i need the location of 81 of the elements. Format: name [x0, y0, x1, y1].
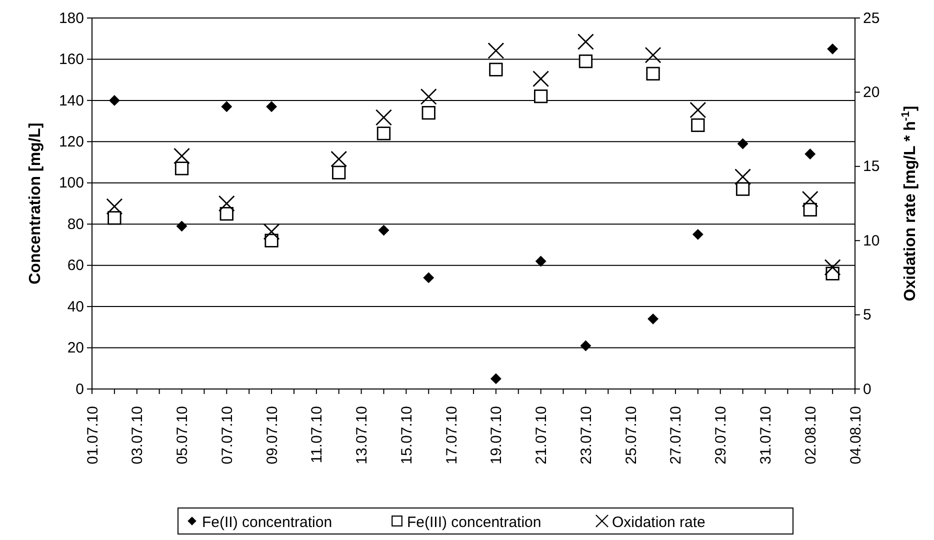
y-tick-label: 120 [58, 133, 84, 150]
x-tick-label: 04.08.10 [847, 406, 864, 464]
point [534, 90, 548, 104]
point [580, 340, 592, 352]
point [690, 102, 706, 118]
point [376, 109, 392, 126]
point [803, 202, 817, 217]
point [422, 106, 436, 120]
point [737, 138, 748, 150]
y-tick-label: 80 [67, 216, 84, 233]
point [330, 150, 348, 168]
point [577, 34, 594, 50]
point [264, 234, 278, 248]
x-tick-label: 23.07.10 [578, 406, 595, 464]
x-tick-label: 03.07.10 [129, 406, 146, 464]
point [535, 256, 546, 267]
x-tick-label: 17.07.10 [443, 406, 460, 464]
y-axis-title: Concentration [mg/L] [27, 122, 44, 284]
y-tick-label: 40 [67, 298, 84, 316]
y2-tick-label: 25 [863, 10, 880, 27]
x-tick-label: 27.07.10 [668, 406, 685, 464]
y-tick-label: 160 [58, 51, 84, 68]
x-tick-label: 21.07.10 [533, 406, 550, 464]
x-tick-label: 01.07.10 [84, 406, 102, 464]
point [106, 198, 123, 215]
point [490, 373, 502, 384]
point [220, 206, 234, 221]
point [108, 211, 122, 225]
y-tick-label: 180 [58, 10, 84, 27]
point [691, 118, 705, 132]
x-tick-label: 05.07.10 [174, 406, 192, 464]
y2-tick-label: 10 [863, 232, 880, 250]
point [332, 166, 346, 180]
point [692, 228, 704, 240]
point [221, 101, 232, 112]
x-tick-label: 13.07.10 [354, 406, 371, 464]
point [532, 70, 550, 88]
y-tick-label: 20 [67, 340, 84, 357]
x-tick-label: 07.07.10 [218, 406, 236, 464]
point [174, 162, 189, 176]
y2-tick-label: 15 [863, 158, 880, 176]
point [804, 148, 816, 160]
point [488, 42, 504, 59]
point [489, 62, 503, 76]
point [644, 46, 662, 64]
point [578, 54, 593, 68]
x-tick-label: 11.07.10 [308, 406, 326, 464]
legend-label: Fe(III) concentration [407, 514, 542, 531]
point [802, 190, 818, 208]
legend-label: Fe(II) concentration [202, 514, 332, 531]
x-tick-label: 25.07.10 [622, 406, 640, 464]
x-tick-label: 02.08.10 [802, 406, 820, 464]
point [420, 88, 437, 105]
y2-tick-label: 5 [863, 306, 872, 324]
x-tick-label: 09.07.10 [264, 406, 281, 464]
point [218, 195, 235, 212]
x-tick-label: 19.07.10 [488, 406, 506, 464]
y-tick-label: 100 [58, 174, 84, 192]
point [263, 223, 280, 240]
point [266, 101, 278, 112]
point [176, 220, 188, 232]
point [108, 94, 120, 106]
y-tick-label: 0 [76, 380, 84, 398]
point [423, 272, 434, 284]
point [376, 126, 391, 140]
point [824, 259, 841, 276]
y-tick-label: 140 [58, 92, 84, 110]
point [648, 313, 659, 324]
y2-tick-label: 0 [863, 380, 872, 398]
point [378, 224, 390, 236]
x-tick-label: 29.07.10 [712, 406, 730, 464]
point [736, 182, 750, 196]
x-tick-label: 31.07.10 [757, 406, 774, 464]
y-tick-label: 60 [67, 257, 84, 274]
x-tick-label: 15.07.10 [398, 406, 416, 464]
point [646, 66, 660, 80]
point [174, 148, 190, 164]
point [734, 168, 752, 186]
legend-label: Oxidation rate [612, 514, 706, 531]
point [827, 43, 838, 54]
y2-tick-label: 20 [863, 84, 880, 101]
